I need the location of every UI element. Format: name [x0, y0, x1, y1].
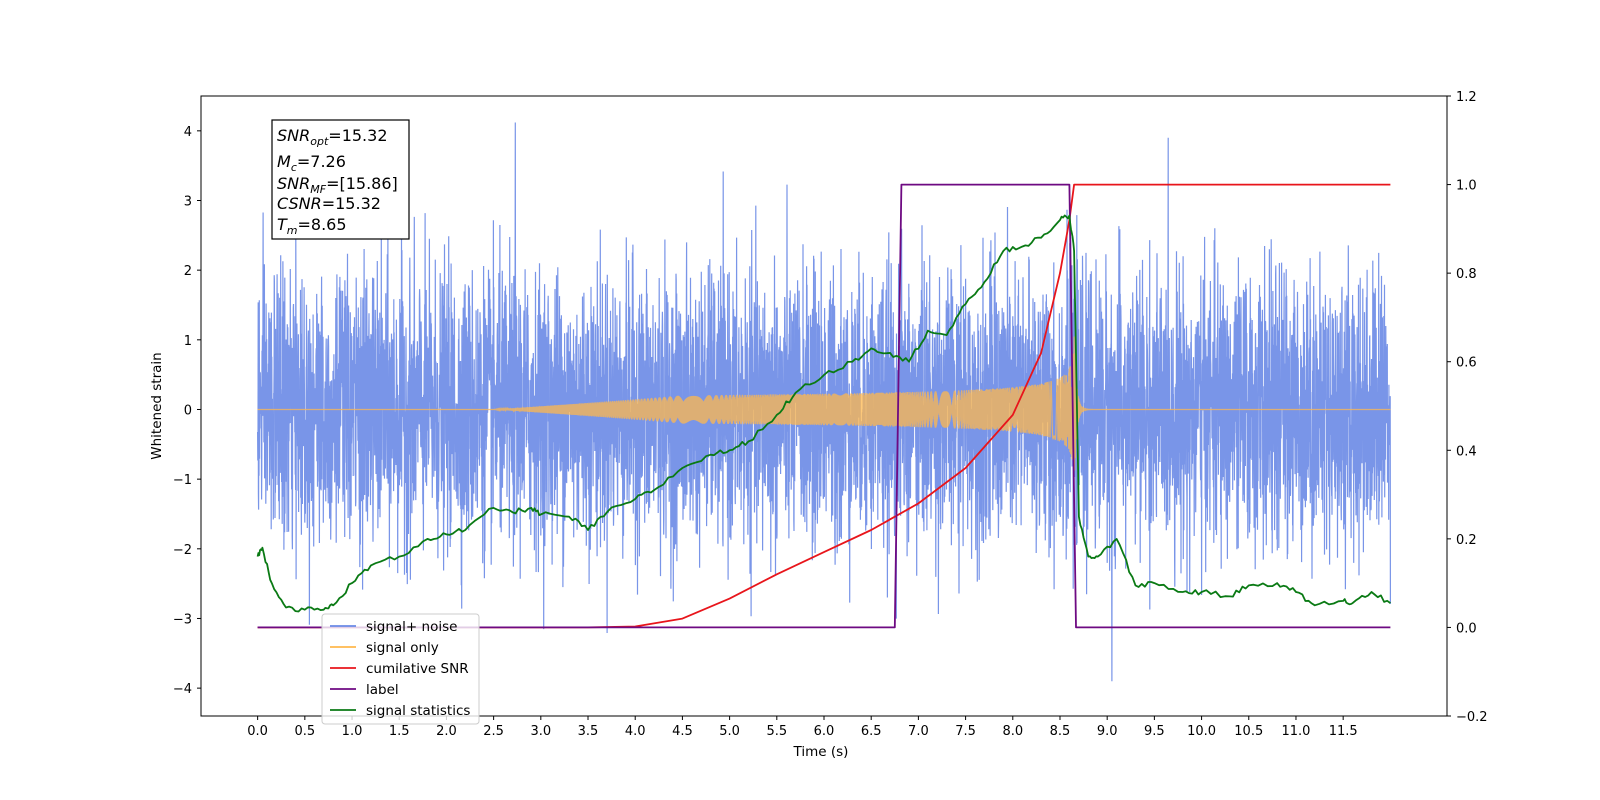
- y2-tick-label: 1.0: [1456, 179, 1477, 194]
- stats-value: =[15.86]: [326, 174, 398, 193]
- stats-value: =15.32: [328, 126, 387, 145]
- y2-tick-label: 0.6: [1456, 356, 1477, 371]
- x-tick-label: 5.0: [719, 724, 740, 739]
- x-tick-label: 8.5: [1050, 724, 1071, 739]
- stats-annotation-box: SNRopt=15.32Mc=7.26SNRMF=[15.86]CSNR=15.…: [271, 119, 410, 240]
- x-tick-label: 10.5: [1234, 724, 1263, 739]
- x-tick-label: 9.5: [1144, 724, 1165, 739]
- legend-label: signal+ noise: [366, 619, 457, 635]
- stats-symbol: CSNR: [277, 194, 322, 213]
- stats-symbol: SNR: [277, 126, 310, 145]
- y-tick-label: 3: [184, 194, 192, 209]
- stats-subscript: opt: [310, 135, 329, 148]
- y-tick-label: −4: [173, 682, 192, 697]
- x-tick-label: 7.0: [908, 724, 929, 739]
- y-tick-label: −3: [173, 612, 192, 627]
- legend-label: label: [366, 682, 399, 698]
- x-axis-ticks: 0.0 0.5 1.0 1.5 2.0 2.5 3.0 3.5 4.0 4.5 5.0 5.5 6.0 6…: [247, 716, 1358, 739]
- y-tick-label: −2: [173, 543, 192, 558]
- stats-value: =7.26: [297, 152, 346, 171]
- y2-tick-label: −0.2: [1456, 710, 1488, 725]
- y-axis-label: Whitened strain: [149, 352, 165, 459]
- x-tick-label: 11.0: [1281, 724, 1310, 739]
- x-tick-label: 9.0: [1097, 724, 1118, 739]
- x-tick-label: 2.0: [436, 724, 457, 739]
- y-tick-label: 0: [184, 403, 192, 418]
- legend-label: signal statistics: [366, 703, 470, 719]
- stats-symbol: T: [277, 215, 288, 234]
- series-label: [257, 183, 1391, 629]
- stats-symbol: SNR: [277, 174, 310, 193]
- series-signal-only: [257, 336, 1391, 471]
- series-cumulative-snr: [257, 183, 1391, 629]
- x-tick-label: 5.5: [766, 724, 787, 739]
- x-tick-label: 6.0: [814, 724, 835, 739]
- stats-line: CSNR=15.32: [277, 194, 381, 213]
- x-tick-label: 1.5: [389, 724, 410, 739]
- y-tick-label: −1: [173, 473, 192, 488]
- x-tick-label: 0.5: [294, 724, 315, 739]
- y2-axis-ticks: −0.2 0.0 0.2 0.4 0.6 0.8 1.0 1.2: [1447, 90, 1488, 725]
- y2-tick-label: 1.2: [1456, 90, 1477, 105]
- stats-line: SNRMF=[15.86]: [277, 174, 398, 196]
- x-tick-label: 11.5: [1329, 724, 1358, 739]
- x-tick-label: 4.0: [625, 724, 646, 739]
- stats-value: =15.32: [322, 194, 381, 213]
- stats-line: Mc=7.26: [277, 152, 346, 174]
- stats-line: Tm=8.65: [277, 215, 347, 237]
- x-tick-label: 3.0: [530, 724, 551, 739]
- y-tick-label: 2: [184, 264, 192, 279]
- x-tick-label: 10.0: [1187, 724, 1216, 739]
- y2-tick-label: 0.2: [1456, 533, 1477, 548]
- y-tick-label: 1: [184, 334, 192, 349]
- y-axis-ticks: −4 −3 −2 −1 0 1 2 3 4: [173, 125, 201, 697]
- x-tick-label: 7.5: [955, 724, 976, 739]
- x-tick-label: 8.0: [1002, 724, 1023, 739]
- x-tick-label: 2.5: [483, 724, 504, 739]
- stats-subscript: MF: [310, 183, 326, 196]
- x-tick-label: 6.5: [861, 724, 882, 739]
- legend: signal+ noise signal only cumilative SNR la…: [321, 613, 480, 725]
- x-tick-label: 0.0: [247, 724, 268, 739]
- y2-tick-label: 0.8: [1456, 267, 1477, 282]
- stats-subscript: c: [291, 161, 297, 174]
- y-tick-label: 4: [184, 125, 192, 140]
- series-signal-statistics: [256, 214, 1391, 613]
- series-layer: [256, 122, 1391, 682]
- y2-tick-label: 0.4: [1456, 444, 1477, 459]
- x-tick-label: 1.0: [342, 724, 363, 739]
- stats-subscript: m: [287, 224, 298, 237]
- y2-tick-label: 0.0: [1456, 621, 1477, 636]
- legend-label: cumilative SNR: [366, 661, 469, 677]
- x-tick-label: 4.5: [672, 724, 693, 739]
- stats-symbol: M: [277, 152, 291, 171]
- stats-value: =8.65: [298, 215, 347, 234]
- stats-line: SNRopt=15.32: [277, 126, 388, 148]
- x-axis-label: Time (s): [793, 744, 849, 760]
- legend-label: signal only: [366, 640, 439, 656]
- x-tick-label: 3.5: [578, 724, 599, 739]
